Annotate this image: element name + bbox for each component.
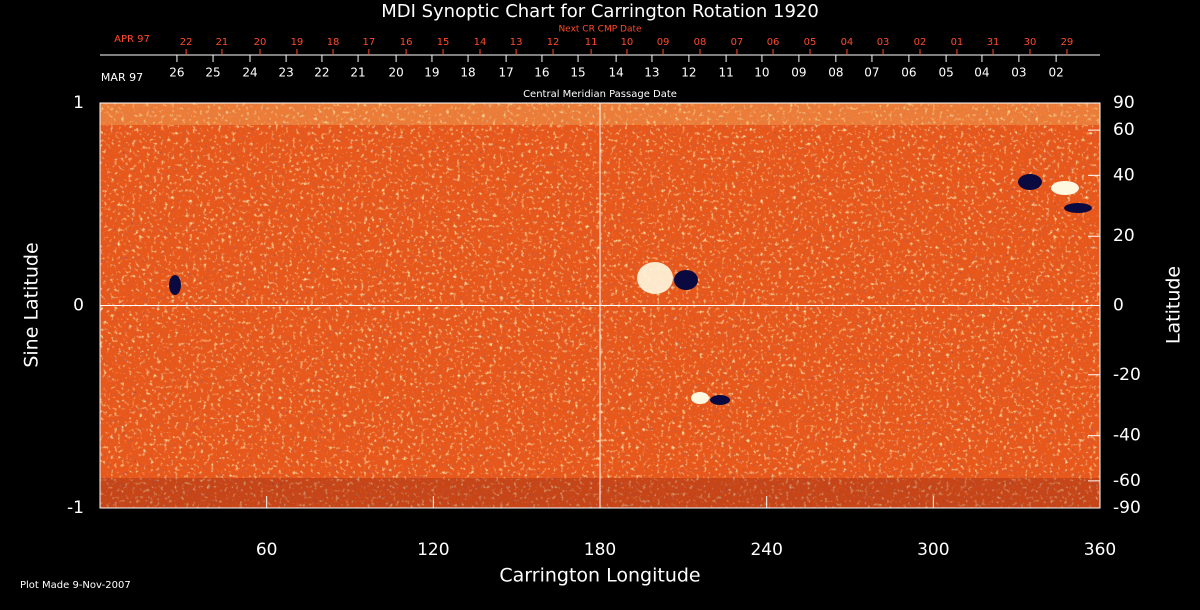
y-tick-label: -1: [67, 498, 84, 518]
x-tick-label: 180: [584, 540, 616, 560]
date-label: 08: [828, 66, 843, 80]
next-date-label: 03: [877, 37, 890, 48]
y2-axis-label: Latitude: [1163, 266, 1185, 344]
y2-tick-label: -40: [1113, 426, 1141, 446]
y2-tick-label: -20: [1113, 365, 1141, 385]
next-date-label: 01: [951, 37, 964, 48]
date-label: 14: [608, 66, 623, 80]
next-date-label: 05: [804, 37, 817, 48]
next-date-label: 11: [585, 37, 598, 48]
y2-tick-label: 90: [1113, 93, 1135, 113]
next-date-label: 19: [291, 37, 304, 48]
next-date-label: 10: [621, 37, 634, 48]
next-date-label: 14: [474, 37, 487, 48]
x-axis-label: Carrington Longitude: [499, 565, 700, 587]
y2-tick-label: 20: [1113, 226, 1135, 246]
date-label: 03: [1011, 66, 1026, 80]
x-tick-label: 300: [917, 540, 949, 560]
date-label: 26: [169, 66, 184, 80]
date-label: 25: [205, 66, 220, 80]
date-label: 09: [791, 66, 806, 80]
month: MAR 97: [101, 71, 143, 84]
next-date-label: 29: [1061, 37, 1074, 48]
date-label: 16: [534, 66, 549, 80]
bottom-axis-label: Central Meridian Passage Date: [523, 89, 677, 100]
next-date-label: 16: [400, 37, 413, 48]
date-label: 15: [570, 66, 585, 80]
date-label: 20: [388, 66, 403, 80]
next-date-label: 15: [437, 37, 450, 48]
y2-tick-label: -60: [1113, 471, 1141, 491]
date-label: 02: [1048, 66, 1063, 80]
next-date-label: 20: [254, 37, 267, 48]
next-date-label: 08: [694, 37, 707, 48]
y2-tick-label: 0: [1113, 296, 1124, 316]
date-label: 06: [901, 66, 916, 80]
x-tick-label: 360: [1084, 540, 1116, 560]
date-label: 07: [864, 66, 879, 80]
y-tick-label: 1: [73, 93, 84, 113]
top-axis-label: Next CR CMP Date: [558, 25, 642, 35]
date-label: 12: [681, 66, 696, 80]
date-label: 17: [498, 66, 513, 80]
next-date-label: 30: [1024, 37, 1037, 48]
date-label: 10: [754, 66, 769, 80]
x-tick-label: 120: [417, 540, 449, 560]
date-label: 24: [242, 66, 257, 80]
date-label: 05: [938, 66, 953, 80]
next-date-label: 18: [327, 37, 340, 48]
next-date-label: 07: [731, 37, 744, 48]
y2-tick-label: -90: [1113, 498, 1141, 518]
date-label: 22: [314, 66, 329, 80]
y2-tick-label: 60: [1113, 120, 1135, 140]
chart-title: MDI Synoptic Chart for Carrington Rotati…: [381, 1, 819, 22]
next-date-label: 13: [510, 37, 523, 48]
next-date-label: 22: [180, 37, 193, 48]
footer: Plot Made 9-Nov-2007: [20, 580, 131, 591]
next-date-label: 02: [914, 37, 927, 48]
next-date-label: 09: [657, 37, 670, 48]
next-date-label: 12: [547, 37, 560, 48]
next-date-label: 21: [216, 37, 229, 48]
y2-tick-label: 40: [1113, 165, 1135, 185]
date-label: 19: [424, 66, 439, 80]
date-label: 23: [278, 66, 293, 80]
y-axis-label: Sine Latitude: [21, 242, 43, 367]
y-tick-label: 0: [73, 296, 84, 316]
next-date-label: 04: [841, 37, 854, 48]
date-label: 04: [974, 66, 989, 80]
next-month: APR 97: [114, 34, 150, 45]
date-label: 18: [460, 66, 475, 80]
next-date-label: 17: [363, 37, 376, 48]
date-label: 21: [350, 66, 365, 80]
x-tick-label: 240: [750, 540, 782, 560]
date-label: 11: [718, 66, 733, 80]
next-date-label: 31: [987, 37, 1000, 48]
x-tick-label: 60: [256, 540, 278, 560]
next-date-label: 06: [767, 37, 780, 48]
date-label: 13: [644, 66, 659, 80]
